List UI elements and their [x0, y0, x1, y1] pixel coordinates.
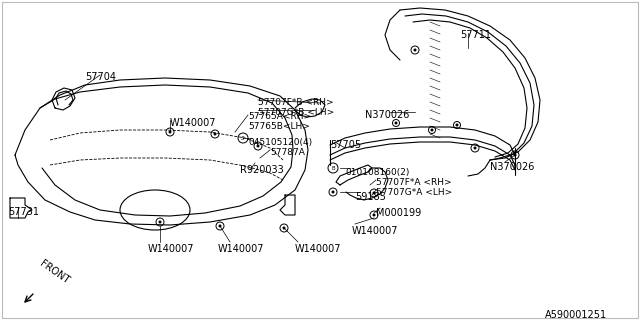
Text: 57707G*B <LH>: 57707G*B <LH>	[258, 108, 334, 117]
Text: 57707F*B <RH>: 57707F*B <RH>	[258, 98, 333, 107]
Text: B: B	[331, 165, 335, 171]
Circle shape	[431, 129, 433, 132]
Circle shape	[372, 213, 376, 217]
Circle shape	[456, 124, 458, 126]
Text: W140007: W140007	[295, 244, 342, 254]
Circle shape	[474, 147, 477, 149]
Circle shape	[159, 220, 161, 223]
Text: FRONT: FRONT	[38, 259, 71, 286]
Circle shape	[413, 49, 417, 52]
Circle shape	[372, 191, 376, 195]
Text: 010108160(2): 010108160(2)	[345, 168, 410, 177]
Circle shape	[214, 132, 216, 135]
Text: 57711: 57711	[460, 30, 491, 40]
Text: 57731: 57731	[8, 207, 39, 217]
Text: W140007: W140007	[148, 244, 195, 254]
Circle shape	[218, 225, 221, 228]
Text: N370026: N370026	[490, 162, 534, 172]
Text: 57707F*A <RH>: 57707F*A <RH>	[376, 178, 452, 187]
Text: W140007: W140007	[218, 244, 264, 254]
Text: 57765B<LH>: 57765B<LH>	[248, 122, 310, 131]
Text: 57787A: 57787A	[270, 148, 305, 157]
Text: 045105120(4): 045105120(4)	[248, 138, 312, 147]
Text: W140007: W140007	[352, 226, 399, 236]
Circle shape	[282, 227, 285, 229]
Circle shape	[513, 154, 516, 156]
Text: 57705: 57705	[330, 140, 361, 150]
Text: 57704: 57704	[85, 72, 116, 82]
Text: 57765A<RH>: 57765A<RH>	[248, 112, 311, 121]
Text: 57707G*A <LH>: 57707G*A <LH>	[376, 188, 452, 197]
Text: 59185: 59185	[355, 192, 386, 202]
Circle shape	[332, 190, 335, 194]
Circle shape	[257, 145, 259, 148]
Text: R920033: R920033	[240, 165, 284, 175]
Text: N370026: N370026	[365, 110, 410, 120]
Circle shape	[168, 131, 172, 133]
Text: S: S	[241, 135, 244, 140]
Circle shape	[394, 122, 397, 124]
Text: M000199: M000199	[376, 208, 421, 218]
Text: A590001251: A590001251	[545, 310, 607, 320]
Text: W140007: W140007	[170, 118, 216, 128]
